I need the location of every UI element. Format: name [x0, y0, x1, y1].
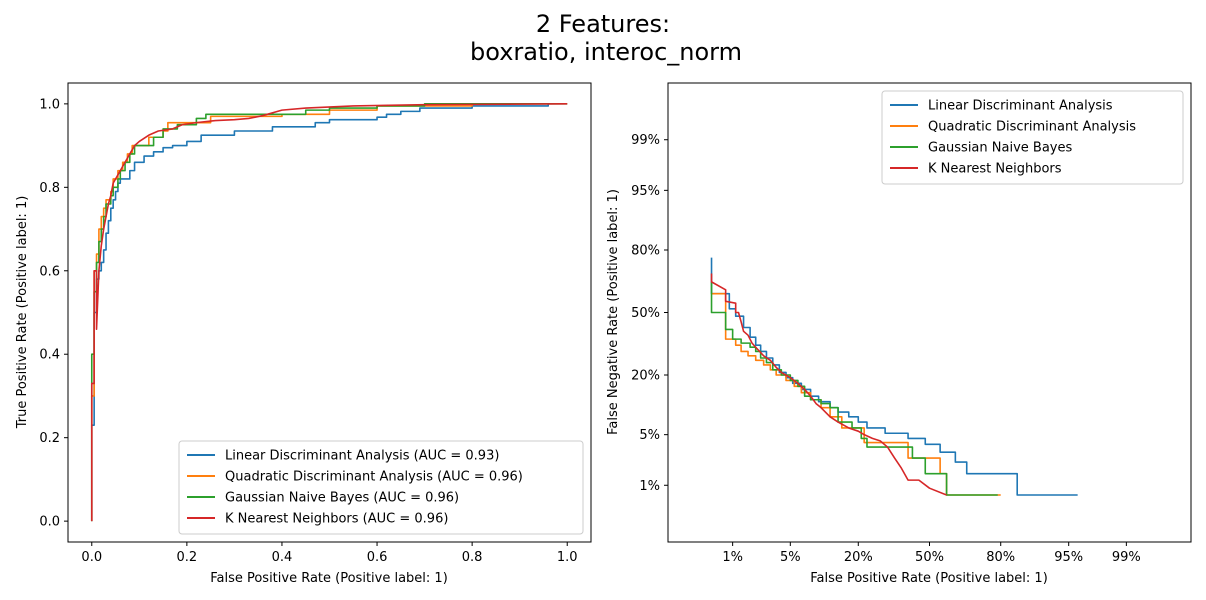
roc-series-line-4	[90, 103, 568, 522]
roc-y-tick-label: 0.0	[39, 515, 60, 530]
roc-legend-label: Gaussian Naive Bayes (AUC = 0.96)	[225, 491, 459, 506]
det-legend-label: K Nearest Neighbors	[928, 162, 1062, 177]
det-y-axis-label: False Negative Rate (Positive label: 1)	[606, 189, 621, 435]
roc-y-tick-label: 0.2	[39, 431, 60, 446]
det-y-tick-label: 80%	[631, 243, 660, 258]
roc-legend-label: K Nearest Neighbors (AUC = 0.96)	[225, 512, 448, 527]
roc-y-tick-label: 0.6	[39, 264, 60, 279]
det-x-tick-label: 99%	[1112, 550, 1141, 565]
roc-series-line-1	[90, 103, 550, 522]
det-x-tick-label: 50%	[915, 550, 944, 565]
det-series-line-4	[710, 273, 947, 496]
det-y-axis: 1% 5% 20% 50% 80% 95% 99%	[631, 133, 668, 494]
det-x-tick-label: 20%	[844, 550, 873, 565]
det-y-tick-label: 50%	[631, 306, 660, 321]
roc-x-axis: 0.0 0.2 0.4 0.6 0.8 1.0	[81, 542, 578, 565]
roc-x-tick-label: 0.2	[177, 550, 198, 565]
det-legend: Linear Discriminant Analysis Quadratic Di…	[881, 90, 1184, 185]
det-y-tick-label: 99%	[631, 133, 660, 148]
figure-title-line2: boxratio, interoc_norm	[470, 38, 742, 66]
det-x-tick-label: 1%	[722, 550, 743, 565]
det-y-tick-label: 95%	[631, 184, 660, 199]
roc-y-tick-label: 0.4	[39, 348, 60, 363]
det-series-line-3	[710, 281, 998, 496]
roc-legend-label: Quadratic Discriminant Analysis (AUC = 0…	[225, 470, 523, 485]
roc-y-axis-label: True Positive Rate (Positive label: 1)	[15, 196, 30, 430]
roc-y-axis: 0.0 0.2 0.4 0.6 0.8 1.0	[39, 97, 68, 530]
det-series-line-2	[711, 292, 1001, 496]
roc-x-tick-label: 1.0	[557, 550, 578, 565]
roc-y-tick-label: 1.0	[39, 97, 60, 112]
roc-legend-label: Linear Discriminant Analysis (AUC = 0.93…	[225, 449, 499, 464]
det-legend-label: Linear Discriminant Analysis	[928, 99, 1113, 114]
roc-legend-box	[178, 440, 584, 535]
det-x-tick-label: 95%	[1054, 550, 1083, 565]
det-y-tick-label: 5%	[639, 428, 660, 443]
det-x-tick-label: 5%	[780, 550, 801, 565]
det-legend-box	[881, 90, 1184, 185]
roc-legend: Linear Discriminant Analysis (AUC = 0.93…	[178, 440, 584, 535]
det-y-tick-label: 1%	[639, 479, 660, 494]
det-y-tick-label: 20%	[631, 369, 660, 384]
roc-x-tick-label: 0.4	[272, 550, 293, 565]
det-x-axis-label: False Positive Rate (Positive label: 1)	[810, 571, 1048, 586]
det-series-group	[710, 257, 1078, 496]
roc-axes-frame	[67, 82, 592, 543]
roc-x-tick-label: 0.8	[462, 550, 483, 565]
roc-x-tick-label: 0.0	[81, 550, 102, 565]
roc-x-axis-label: False Positive Rate (Positive label: 1)	[210, 571, 448, 586]
figure-title-line1: 2 Features:	[536, 10, 670, 38]
det-x-axis: 1% 5% 20% 50% 80% 95% 99%	[722, 542, 1141, 565]
roc-chart: 0.0 0.2 0.4 0.6 0.8 1.0 0.0 0.2 0.4 0.6 0.8 1.0 Fa…	[15, 82, 592, 586]
roc-series-group	[90, 103, 568, 522]
det-chart: 1% 5% 20% 50% 80% 95% 99% 1%5%20%50%80%95%99% …	[606, 82, 1192, 586]
roc-x-tick-label: 0.6	[367, 550, 388, 565]
roc-y-tick-label: 0.8	[39, 181, 60, 196]
det-legend-label: Quadratic Discriminant Analysis	[928, 120, 1136, 135]
det-x-tick-label: 80%	[986, 550, 1015, 565]
det-legend-label: Gaussian Naive Bayes	[928, 141, 1072, 156]
